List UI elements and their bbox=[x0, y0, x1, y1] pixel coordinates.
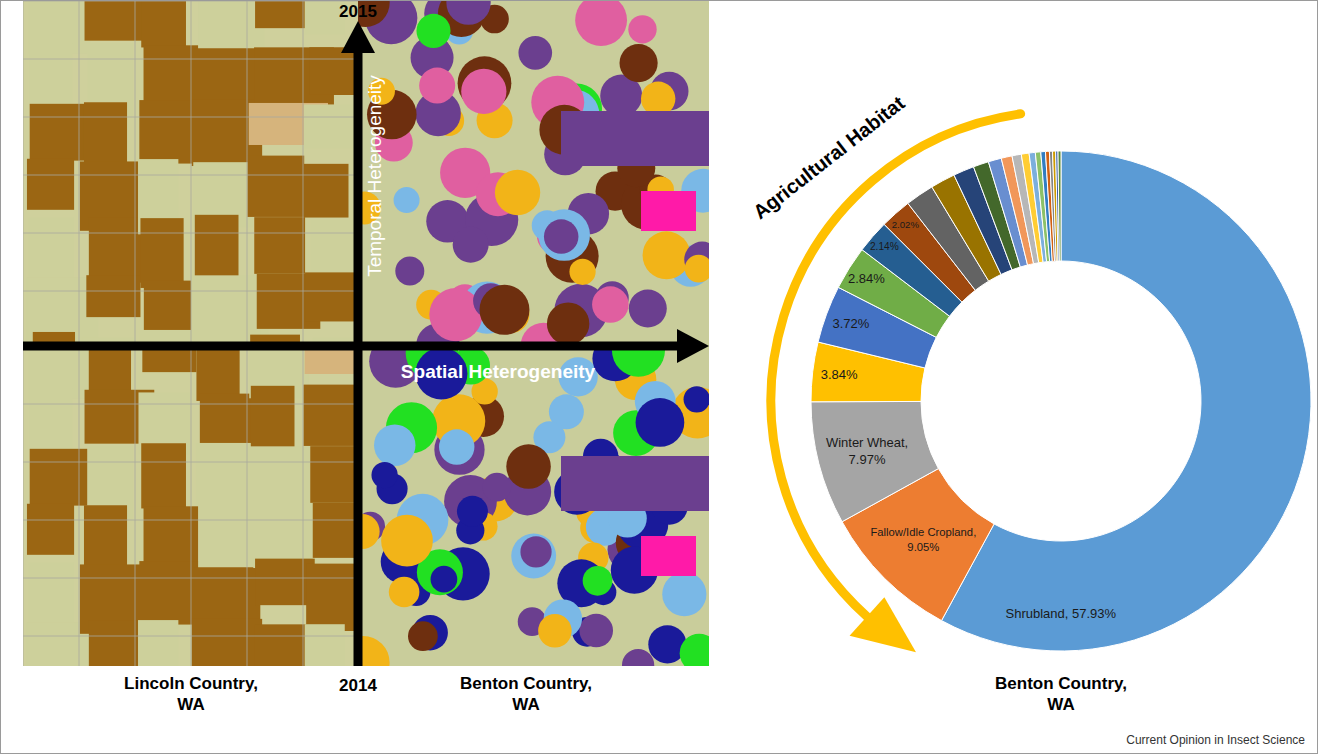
svg-text:Spatial Heterogeneity: Spatial Heterogeneity bbox=[401, 361, 596, 382]
svg-text:Shrubland, 57.93%: Shrubland, 57.93% bbox=[1005, 606, 1116, 621]
svg-text:3.72%: 3.72% bbox=[832, 316, 869, 331]
svg-text:2.14%: 2.14% bbox=[870, 241, 899, 252]
html-text:Benton Country,: Benton Country, bbox=[995, 674, 1127, 693]
svg-text:2.84%: 2.84% bbox=[848, 271, 885, 286]
html-text:Benton Country,: Benton Country, bbox=[460, 674, 592, 693]
svg-text:2.02%: 2.02% bbox=[892, 219, 920, 230]
svg-text:Winter Wheat,7.97%: Winter Wheat,7.97% bbox=[826, 435, 908, 467]
html-text:WA: WA bbox=[1047, 695, 1075, 714]
html-text:Current Opinion in Insect Scie: Current Opinion in Insect Science bbox=[1126, 733, 1305, 747]
svg-text:Temporal Heterogeneity: Temporal Heterogeneity bbox=[364, 75, 385, 277]
svg-text:3.84%: 3.84% bbox=[821, 367, 858, 382]
svg-text:2015: 2015 bbox=[339, 2, 377, 21]
html-text:WA: WA bbox=[512, 695, 540, 714]
svg-text:Agricultural Habitat: Agricultural Habitat bbox=[749, 91, 909, 223]
html-text:WA: WA bbox=[177, 695, 205, 714]
svg-text:2014: 2014 bbox=[339, 676, 377, 695]
html-text:Lincoln Country,: Lincoln Country, bbox=[124, 674, 258, 693]
svg-text:Fallow/Idle Cropland,9.05%: Fallow/Idle Cropland,9.05% bbox=[870, 526, 976, 553]
